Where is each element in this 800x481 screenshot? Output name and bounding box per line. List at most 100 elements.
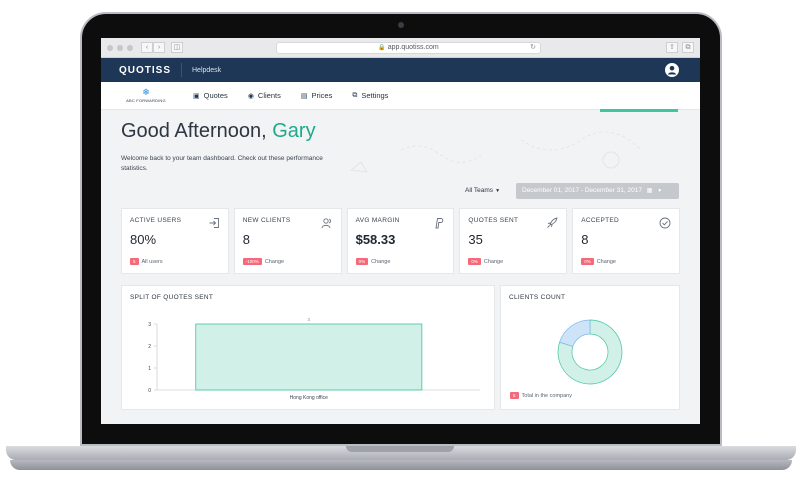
clients-footer-text: Total in the company <box>521 392 572 399</box>
caret-down-icon: ▼ <box>657 188 663 194</box>
stat-footer-text: Change <box>596 258 616 265</box>
donut-slice[interactable] <box>557 319 623 385</box>
close-window-button[interactable] <box>107 44 113 51</box>
calendar-icon: ▦ <box>646 188 653 194</box>
history-nav: ‹ › <box>141 42 165 53</box>
stat-value: 35 <box>468 232 483 247</box>
settings-icon: ⧉ <box>352 91 358 99</box>
app-header: QUOTISS Helpdesk <box>101 58 700 82</box>
clients-badge: 5 <box>510 392 519 399</box>
stat-title: AVG MARGIN <box>355 217 400 224</box>
users-icon <box>321 217 333 229</box>
reload-icon[interactable]: ↻ <box>530 44 536 51</box>
bar[interactable] <box>195 323 423 391</box>
helpdesk-link[interactable]: Helpdesk <box>192 66 222 74</box>
nav-item-clients[interactable]: ◉ Clients <box>248 91 281 100</box>
laptop-base <box>6 446 796 460</box>
stat-footer-text: Change <box>483 258 504 265</box>
nav-item-label: Clients <box>257 91 281 100</box>
stat-footer: 0% Change <box>468 258 503 265</box>
check-circle-icon <box>659 217 671 229</box>
user-icon <box>667 65 677 75</box>
user-avatar[interactable] <box>664 62 680 78</box>
nav-item-label: Settings <box>361 91 389 100</box>
y-tick-label: 2 <box>148 344 151 350</box>
lock-icon: 🔒 <box>378 45 386 51</box>
dashboard-main: Good Afternoon, Gary Welcome back to you… <box>101 110 700 424</box>
y-tick-label: 3 <box>148 322 151 328</box>
nav-item-settings[interactable]: ⧉ Settings <box>352 91 388 100</box>
page-title: Good Afternoon, Gary <box>121 120 316 143</box>
team-select-value: All Teams <box>465 187 494 194</box>
company-name: ABC FORWARDING <box>126 98 166 103</box>
share-button[interactable]: ⇧ <box>666 42 678 53</box>
back-button[interactable]: ‹ <box>141 42 153 53</box>
minimize-window-button[interactable] <box>117 44 123 51</box>
date-range-picker[interactable]: December 01, 2017 - December 31, 2017 ▦ … <box>516 183 679 199</box>
y-tick-label: 1 <box>148 366 151 372</box>
clients-footer: 5 Total in the company <box>510 392 572 399</box>
paypal-icon <box>433 217 445 229</box>
nav-item-quotes[interactable]: ▣ Quotes <box>193 91 228 100</box>
main-nav: ❄ ABC FORWARDING ▣ Quotes ◉ Clients ▤ Pr… <box>101 82 700 112</box>
header-divider <box>181 63 182 77</box>
stat-card-active-users: ACTIVE USERS 80% 5 All users <box>121 208 229 274</box>
nav-item-prices[interactable]: ▤ Prices <box>301 91 332 100</box>
stat-footer: 0% Change <box>355 258 390 265</box>
laptop-base-edge <box>10 460 792 470</box>
stat-card-quotes-sent: QUOTES SENT 35 0% Change <box>459 208 568 274</box>
stat-footer: 5 All users <box>130 258 163 265</box>
stat-title: ACTIVE USERS <box>130 217 182 224</box>
stat-badge: 0% <box>581 258 594 265</box>
stat-value: $58.33 <box>355 232 396 247</box>
user-name: Gary <box>272 120 316 142</box>
laptop-notch <box>346 446 454 452</box>
tabs-button[interactable]: ⧉ <box>682 42 694 53</box>
greeting-text: Good Afternoon, <box>121 120 267 142</box>
stat-badge: 0% <box>355 258 369 265</box>
camera-icon <box>398 22 404 28</box>
company-logo[interactable]: ❄ ABC FORWARDING <box>119 87 173 104</box>
stat-footer-text: Change <box>264 258 285 265</box>
quotes-icon: ▣ <box>193 92 200 100</box>
sidebar-toggle-button[interactable]: ◫ <box>171 42 183 53</box>
forward-button[interactable]: › <box>153 42 165 53</box>
clients-count-panel: CLIENTS COUNT 5 Total in the company <box>500 285 680 410</box>
stat-title: ACCEPTED <box>581 217 619 224</box>
stat-footer-text: All users <box>141 258 163 265</box>
y-tick-label: 0 <box>148 388 151 394</box>
clients-donut-chart <box>557 319 623 385</box>
donut-slice[interactable] <box>559 319 591 347</box>
nav-item-label: Prices <box>311 91 333 100</box>
screen: ‹ › ◫ 🔒 app.quotiss.com ↻ ⇧ ⧉ QUOTISS Hel… <box>101 38 700 424</box>
accent-bar <box>600 109 678 112</box>
maximize-window-button[interactable] <box>127 44 133 51</box>
stat-card-accepted: ACCEPTED 8 0% Change <box>572 208 680 274</box>
x-tick-label: Hong Kong office <box>290 395 328 401</box>
rocket-icon <box>546 217 558 229</box>
browser-actions: ⇧ ⧉ <box>666 42 694 53</box>
stat-card-new-clients: NEW CLIENTS 8 -100% Change <box>233 208 342 274</box>
stat-badge: -100% <box>242 258 262 265</box>
bar-data-label: 3 <box>308 317 311 322</box>
stat-footer: -100% Change <box>242 258 285 265</box>
quotes-split-panel: SPLIT OF QUOTES SENT 0 1 2 3 3 Hong Kong offi… <box>121 285 495 410</box>
stat-badge: 0% <box>468 258 481 265</box>
panel-title: CLIENTS COUNT <box>509 294 566 301</box>
caret-down-icon: ▼ <box>495 188 501 194</box>
snowflake-icon: ❄ <box>142 87 150 97</box>
prices-icon: ▤ <box>300 92 308 100</box>
brand-logo[interactable]: QUOTISS <box>119 64 172 76</box>
team-select[interactable]: All Teams ▼ <box>465 183 500 199</box>
stat-value: 8 <box>242 232 251 247</box>
panel-title: SPLIT OF QUOTES SENT <box>130 294 214 301</box>
stat-footer: 0% Change <box>581 258 616 265</box>
quotes-bar-chart: 0 1 2 3 3 Hong Kong office <box>148 317 480 401</box>
browser-toolbar: ‹ › ◫ 🔒 app.quotiss.com ↻ ⇧ ⧉ <box>101 38 700 58</box>
address-bar[interactable]: 🔒 app.quotiss.com ↻ <box>276 42 541 54</box>
sign-in-icon <box>208 217 220 229</box>
background-pattern <box>349 131 642 173</box>
window-controls <box>107 44 133 51</box>
stat-title: QUOTES SENT <box>468 217 519 224</box>
nav-item-label: Quotes <box>203 91 228 100</box>
